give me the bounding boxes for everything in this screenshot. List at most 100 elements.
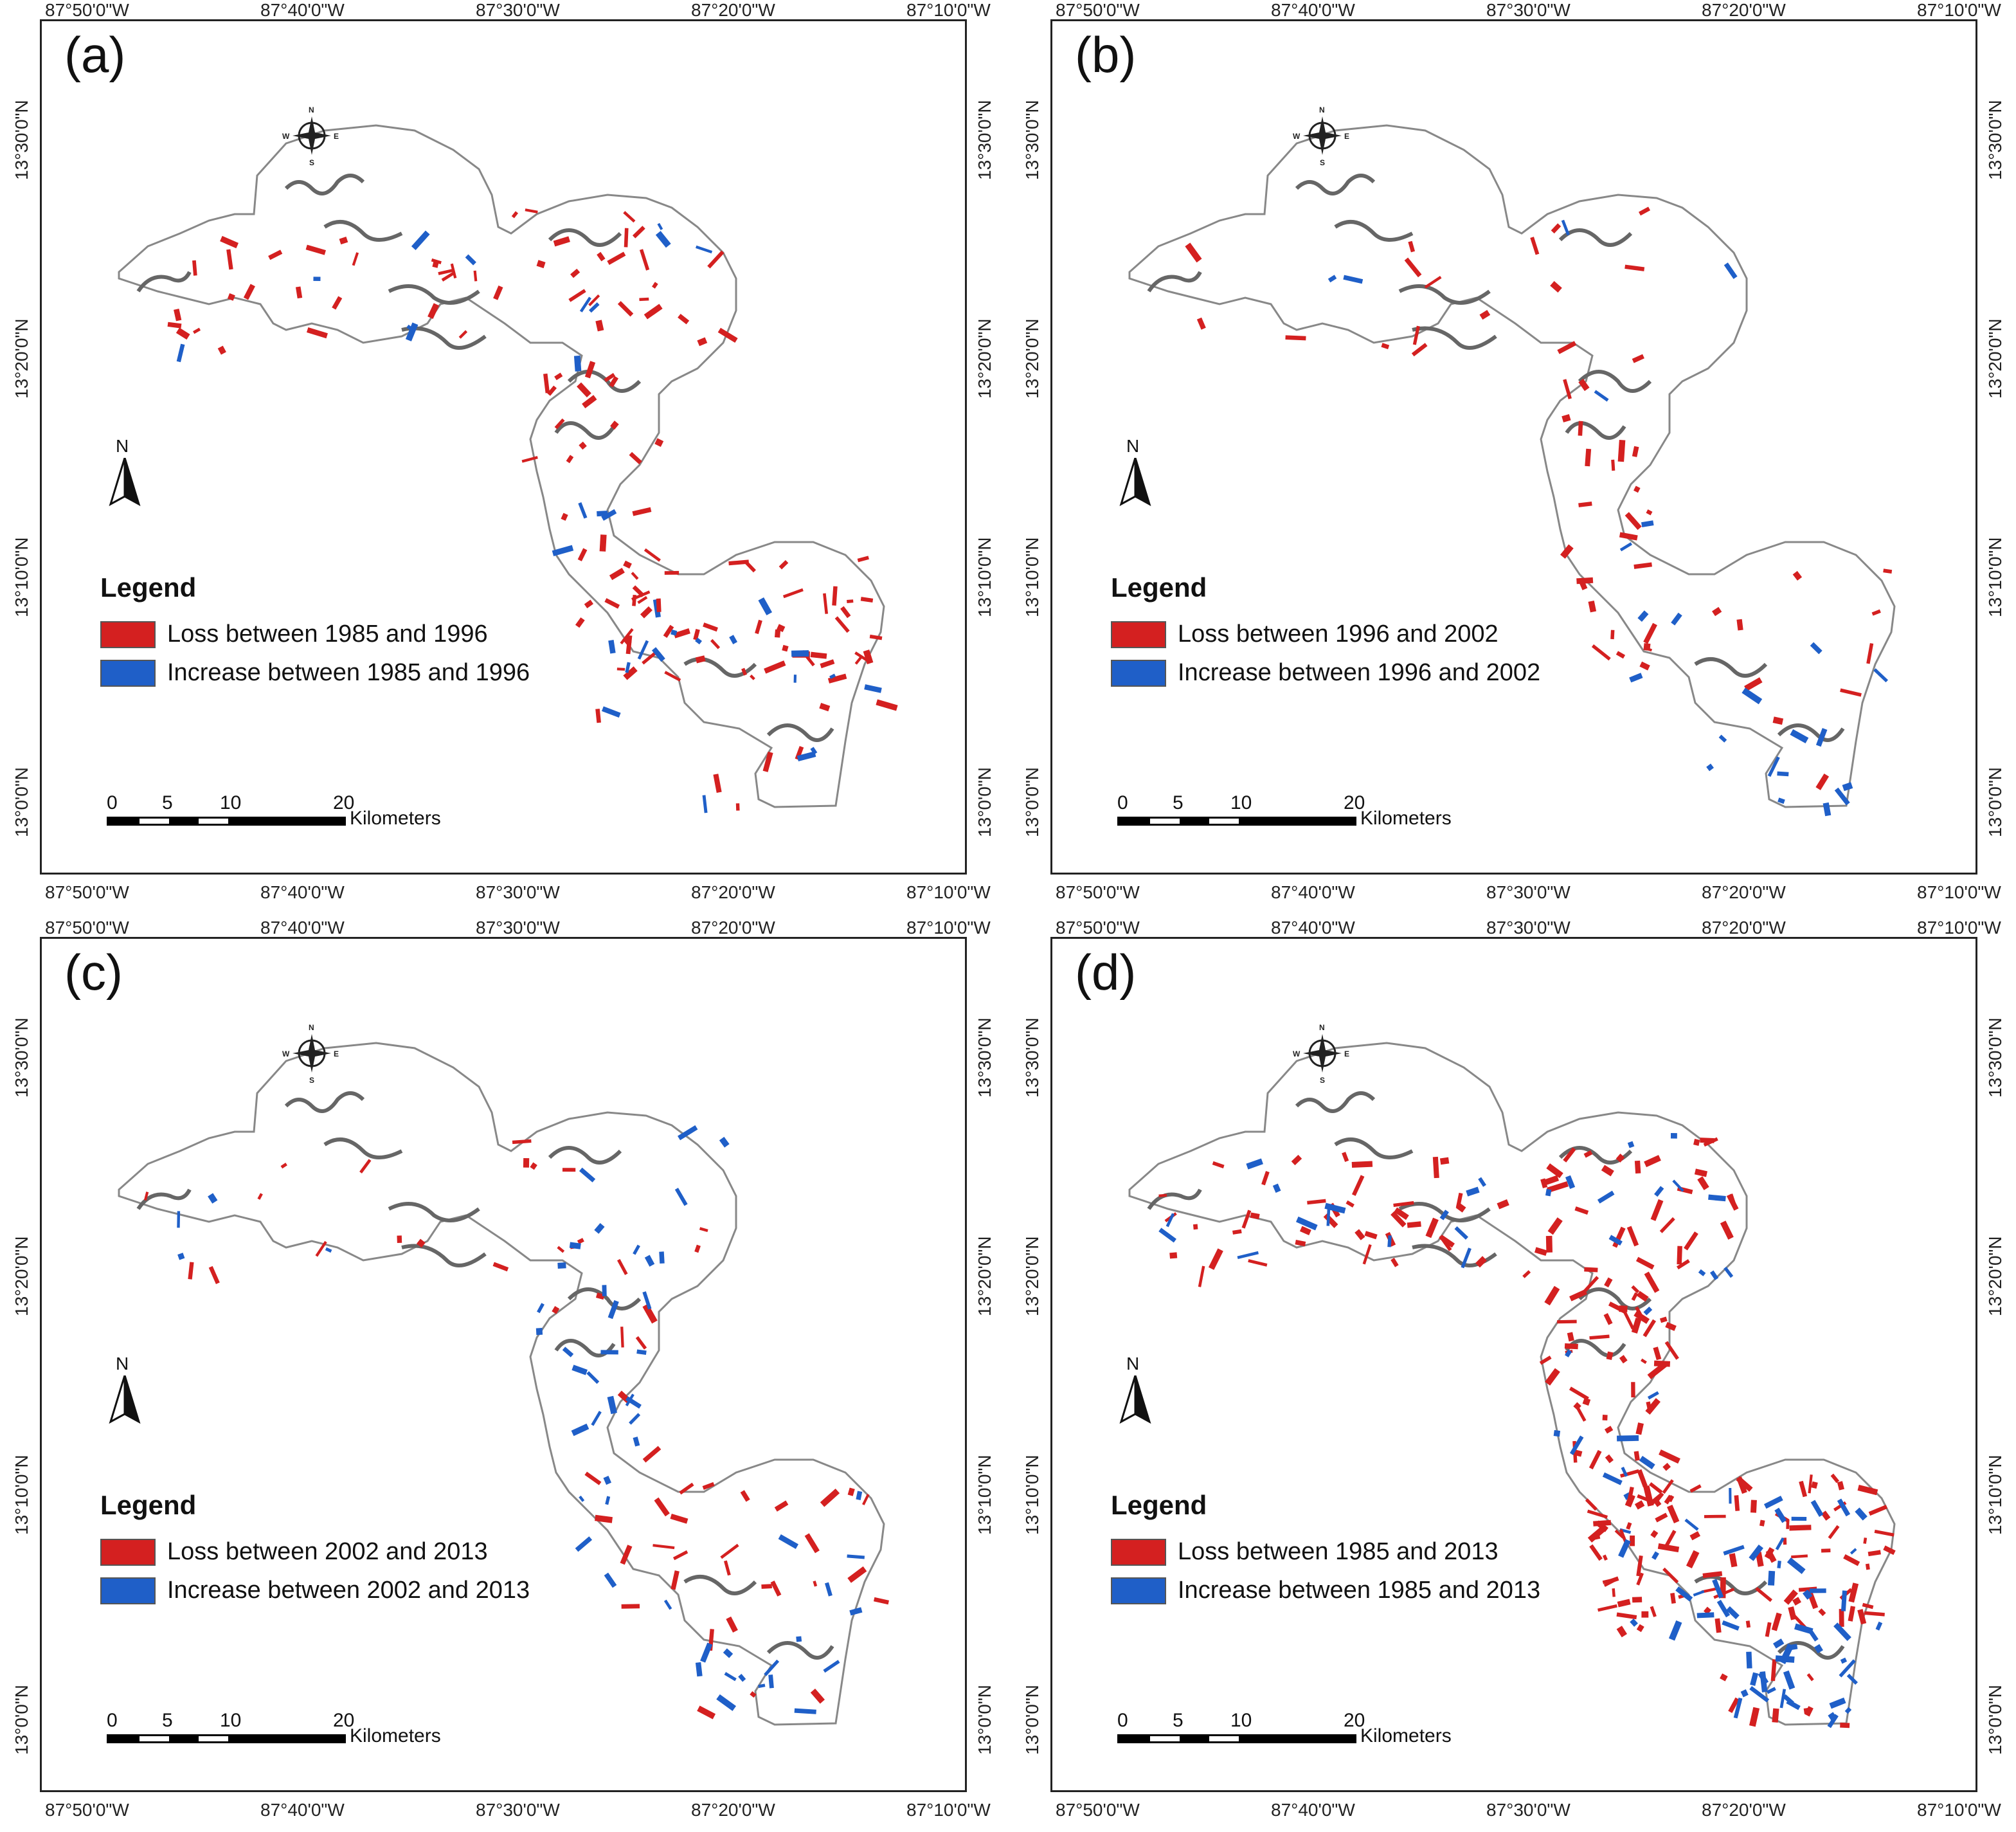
loss-patch: [777, 624, 786, 632]
loss-patch: [523, 1157, 530, 1168]
increase-patch: [313, 277, 321, 282]
loss-patch: [1765, 1549, 1777, 1563]
scale-label: 0: [1117, 1710, 1128, 1731]
loss-patch: [1408, 240, 1416, 253]
latitude-tick-left: 13°0'0"N: [1022, 1685, 1042, 1755]
loss-patch: [1583, 1150, 1593, 1158]
loss-patch: [1744, 677, 1763, 691]
river-channel: [567, 1287, 642, 1311]
increase-patch: [607, 1395, 617, 1415]
loss-patch: [1589, 1449, 1602, 1470]
increase-patch: [1763, 1496, 1783, 1509]
loss-patch: [1557, 1320, 1577, 1324]
increase-patch: [1675, 1586, 1693, 1602]
loss-patch: [1630, 1535, 1635, 1546]
loss-patch: [670, 1570, 680, 1590]
increase-patch: [655, 231, 671, 248]
increase-patch: [1808, 1628, 1819, 1642]
increase-patch: [1810, 642, 1823, 655]
loss-patch: [1550, 281, 1562, 293]
loss-patch: [143, 1192, 149, 1201]
increase-patch: [695, 1662, 703, 1677]
loss-patch: [629, 451, 642, 465]
loss-patch: [810, 651, 827, 659]
loss-patch: [525, 208, 538, 213]
loss-patch: [1544, 1175, 1560, 1186]
loss-patch: [1605, 1454, 1614, 1464]
loss-patch: [1598, 1604, 1617, 1612]
loss-patch: [832, 586, 838, 606]
longitude-tick-top: 87°20'0"W: [691, 0, 775, 20]
increase-patch: [1850, 1548, 1857, 1555]
longitude-tick-top: 87°40'0"W: [1271, 0, 1355, 20]
legend-increase-row: Increase between 1985 and 2013: [1111, 1577, 1540, 1604]
increase-patch: [758, 597, 773, 615]
loss-patch: [693, 629, 700, 640]
loss-patch: [1704, 1514, 1726, 1518]
loss-patch: [595, 709, 601, 723]
loss-patch: [597, 251, 606, 262]
loss-patch: [695, 655, 706, 664]
loss-patch: [642, 651, 658, 665]
loss-patch: [1585, 448, 1592, 467]
increase-patch: [1733, 1698, 1743, 1719]
loss-patch: [579, 441, 587, 450]
loss-patch: [1647, 1362, 1668, 1379]
increase-patch: [1746, 1651, 1752, 1669]
loss-patch: [441, 271, 455, 282]
loss-patch: [1771, 1612, 1782, 1631]
increase-patch: [1684, 1518, 1699, 1531]
longitude-tick-bottom: 87°50'0"W: [1056, 1800, 1140, 1820]
increase-patch: [700, 1642, 713, 1663]
loss-patch: [595, 320, 604, 332]
loss-patch: [1439, 1157, 1450, 1165]
loss-patch: [1635, 1422, 1644, 1435]
loss-patch: [1655, 1492, 1664, 1503]
loss-patch: [1811, 1481, 1818, 1489]
compass-n-label: N: [309, 105, 314, 114]
increase-patch: [608, 640, 616, 654]
increase-patch: [177, 1211, 181, 1228]
loss-patch: [511, 211, 519, 219]
legend-increase-text: Increase between 2002 and 2013: [167, 1577, 530, 1604]
loss-patch: [1821, 1548, 1831, 1553]
loss-patch: [654, 438, 664, 447]
north-arrow-label: N: [1126, 436, 1140, 456]
loss-patch: [644, 304, 663, 320]
river-channel: [567, 370, 642, 393]
loss-patch: [726, 1616, 738, 1633]
loss-patch: [1644, 1271, 1660, 1293]
loss-patch: [1567, 1332, 1574, 1342]
loss-patch: [1837, 1481, 1844, 1491]
loss-patch: [582, 395, 597, 408]
loss-patch: [174, 308, 182, 322]
loss-patch: [1840, 1722, 1850, 1728]
loss-patch: [257, 1193, 263, 1200]
increase-patch: [1618, 1539, 1631, 1558]
loss-patch: [1750, 1500, 1757, 1513]
panel-label: (d): [1075, 944, 1137, 1001]
loss-patch: [840, 606, 851, 619]
loss-patch: [1643, 1319, 1657, 1338]
legend-increase-row: Increase between 2002 and 2013: [100, 1577, 530, 1604]
increase-patch: [1791, 1516, 1807, 1521]
longitude-tick-bottom: 87°30'0"W: [1486, 1800, 1571, 1820]
increase-patch: [1729, 1488, 1732, 1504]
loss-patch: [1657, 1543, 1680, 1553]
loss-patch: [1390, 1211, 1407, 1228]
loss-patch: [632, 507, 652, 516]
latitude-tick-right: 13°10'0"N: [1985, 1455, 2005, 1535]
river-channel: [1694, 657, 1768, 678]
loss-patch: [1291, 1154, 1302, 1166]
increase-patch: [1343, 275, 1364, 284]
loss-patch: [1848, 1606, 1856, 1622]
loss-patch: [1659, 1316, 1668, 1323]
increase-patch: [695, 637, 702, 645]
loss-patch: [632, 594, 637, 606]
loss-patch: [1185, 242, 1202, 263]
increase-patch: [825, 1582, 833, 1597]
loss-patch: [652, 1544, 675, 1550]
increase-patch: [557, 1262, 566, 1269]
increase-patch: [1708, 1194, 1726, 1202]
increase-patch: [764, 1659, 780, 1676]
